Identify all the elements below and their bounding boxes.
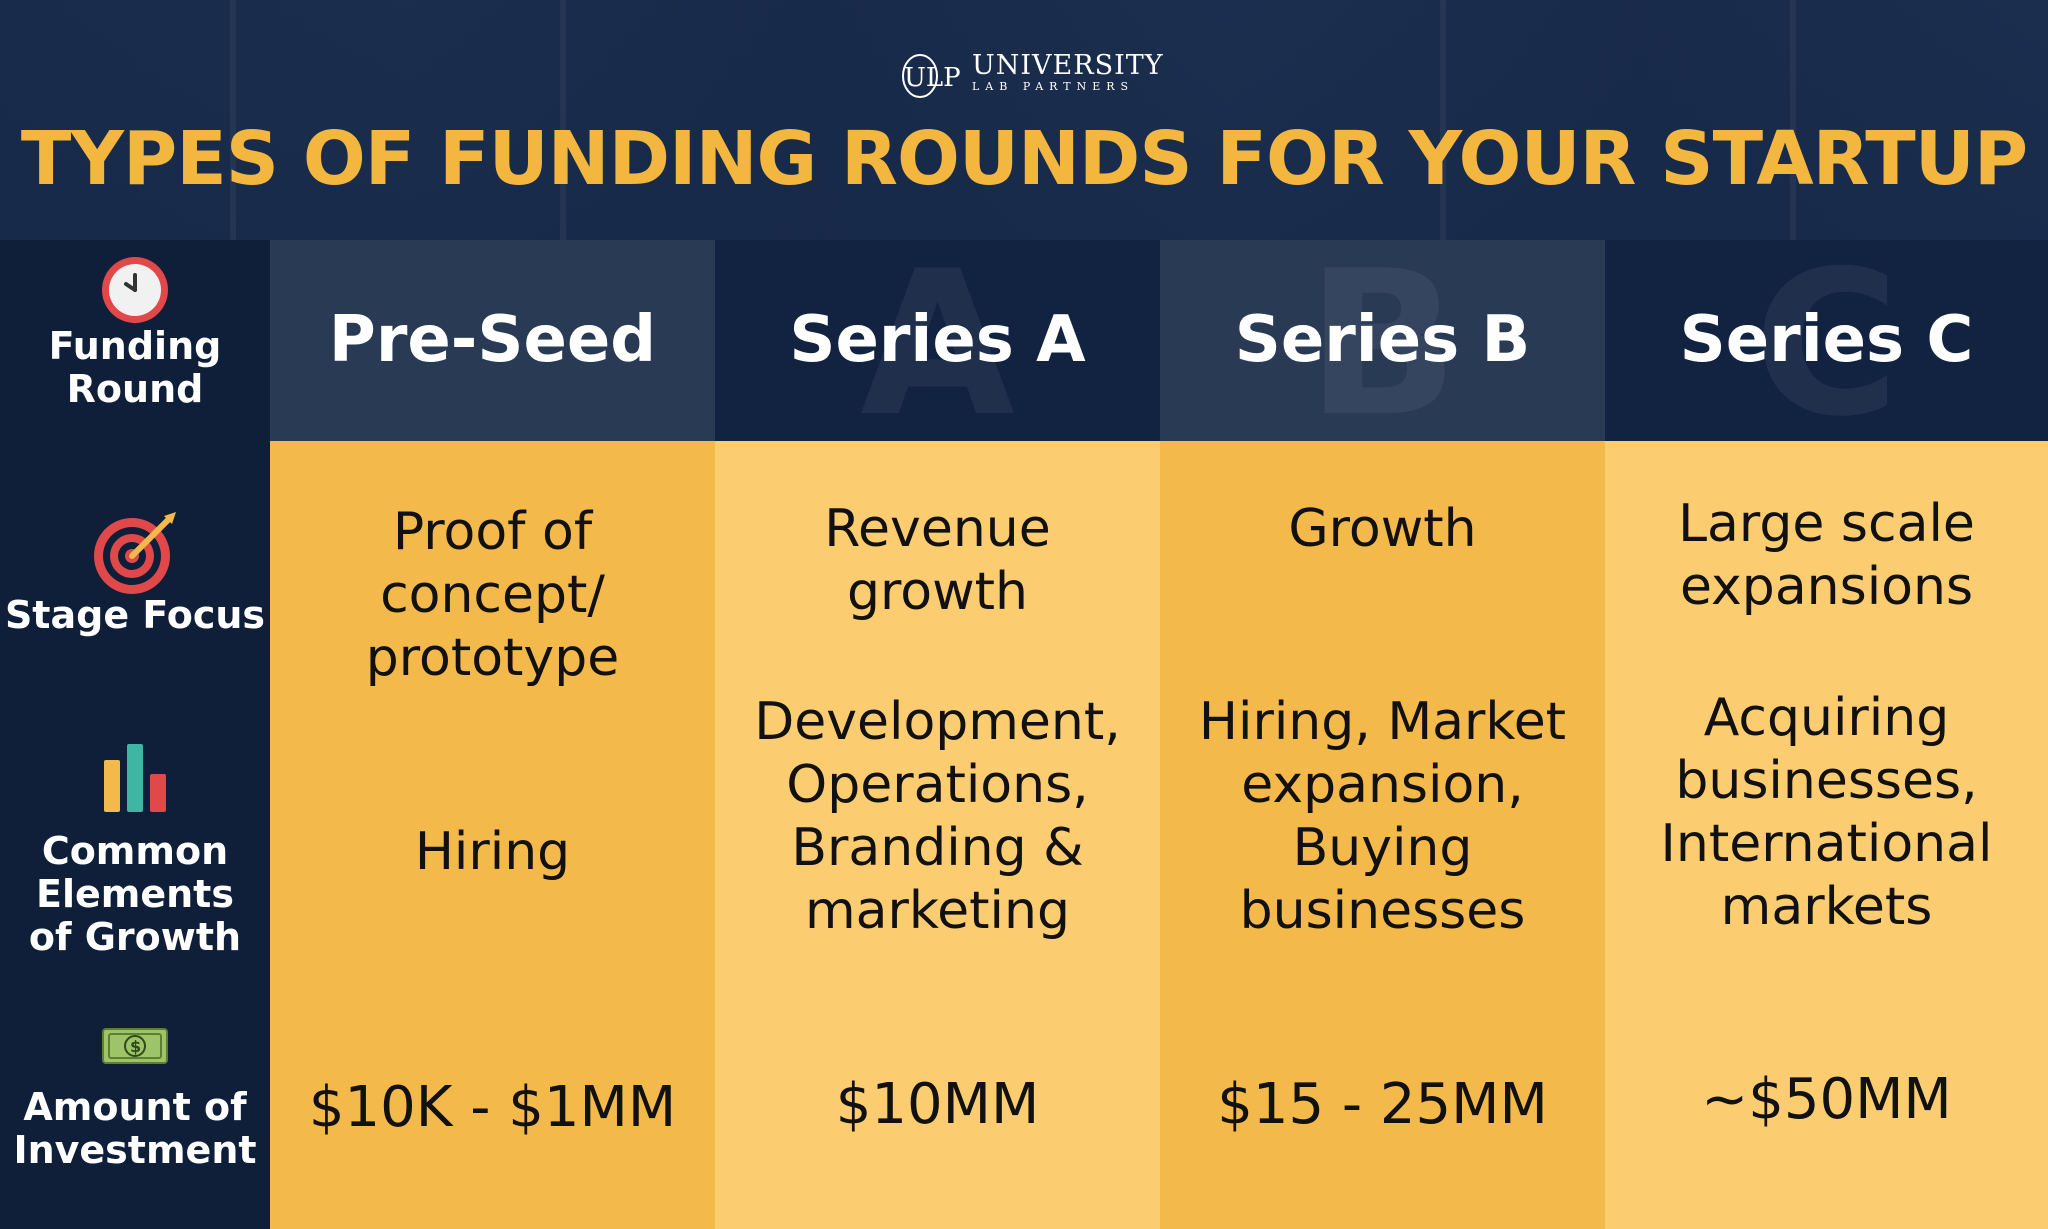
stage-focus-cell: Growth	[1288, 499, 1477, 559]
svg-text:ULP: ULP	[904, 63, 961, 93]
background-window-frame	[1790, 0, 1796, 240]
row-label-amount-of-investment: $ Amount of Investment	[0, 1028, 270, 1172]
column-title: Series B	[1234, 303, 1531, 377]
row-label-column: Funding Round Stage Focus Common Element…	[0, 240, 270, 1229]
row-label-text: Funding Round	[48, 324, 222, 411]
column-body: Growth Hiring, Market expansion, Buying …	[1160, 441, 1605, 1229]
column-header: A Series A	[715, 240, 1160, 441]
column-header: C Series C	[1605, 240, 2048, 441]
row-label-text: Stage Focus	[4, 593, 266, 637]
money-icon: $	[102, 1028, 168, 1064]
target-icon	[94, 512, 176, 594]
growth-elements-cell: Development, Operations, Branding & mark…	[754, 692, 1121, 941]
brand-logo: ULP UNIVERSITY LAB PARTNERS	[900, 46, 1164, 100]
investment-amount-cell: $10K - $1MM	[308, 1075, 677, 1140]
ulp-logo-icon: ULP	[902, 54, 961, 98]
column-watermark: C	[1753, 240, 1900, 441]
column-title: Pre-Seed	[328, 303, 657, 377]
column-body: Proof of concept/ prototype Hiring $10K …	[270, 441, 715, 1229]
stage-focus-cell: Large scale expansions	[1678, 494, 1975, 617]
clock-icon	[102, 257, 168, 323]
row-label-funding-round: Funding Round	[0, 255, 270, 411]
growth-elements-cell: Acquiring businesses, International mark…	[1660, 688, 1993, 937]
stage-focus-cell: Revenue growth	[824, 499, 1051, 622]
background-window-frame	[1440, 0, 1446, 240]
column-series-c: C Series C Large scale expansions Acquir…	[1605, 240, 2048, 1229]
background-window-frame	[230, 0, 236, 240]
row-label-text: Common Elements of Growth	[28, 829, 242, 959]
row-label-text: Amount of Investment	[13, 1085, 257, 1172]
growth-elements-cell: Hiring, Market expansion, Buying busines…	[1198, 692, 1567, 941]
background-window-frame	[560, 0, 566, 240]
column-header: B Series B	[1160, 240, 1605, 441]
header-banner: ULP UNIVERSITY LAB PARTNERS TYPES OF FUN…	[0, 0, 2048, 240]
row-label-common-elements: Common Elements of Growth	[0, 740, 270, 959]
investment-amount-cell: ~$50MM	[1701, 1067, 1952, 1132]
column-body: Revenue growth Development, Operations, …	[715, 441, 1160, 1229]
page-title: TYPES OF FUNDING ROUNDS FOR YOUR STARTUP	[20, 116, 2028, 202]
column-series-b: B Series B Growth Hiring, Market expansi…	[1160, 240, 1605, 1229]
column-title: Series C	[1679, 303, 1974, 377]
investment-amount-cell: $10MM	[835, 1072, 1040, 1137]
column-series-a: A Series A Revenue growth Development, O…	[715, 240, 1160, 1229]
column-body: Large scale expansions Acquiring busines…	[1605, 441, 2048, 1229]
column-watermark: A	[860, 240, 1015, 441]
column-header: Pre-Seed	[270, 240, 715, 441]
column-title: Series A	[789, 303, 1086, 377]
stage-focus-cell: Proof of concept/ prototype	[365, 502, 620, 688]
column-watermark: B	[1306, 240, 1459, 441]
row-label-stage-focus: Stage Focus	[0, 510, 270, 637]
column-pre-seed: Pre-Seed Proof of concept/ prototype Hir…	[270, 240, 715, 1229]
growth-elements-cell: Hiring	[414, 822, 571, 882]
brand-tagline: LAB PARTNERS	[972, 80, 1135, 93]
brand-name: UNIVERSITY	[972, 50, 1164, 81]
investment-amount-cell: $15 - 25MM	[1217, 1072, 1548, 1137]
bar-chart-icon	[104, 744, 166, 812]
svg-text:$: $	[130, 1037, 141, 1056]
